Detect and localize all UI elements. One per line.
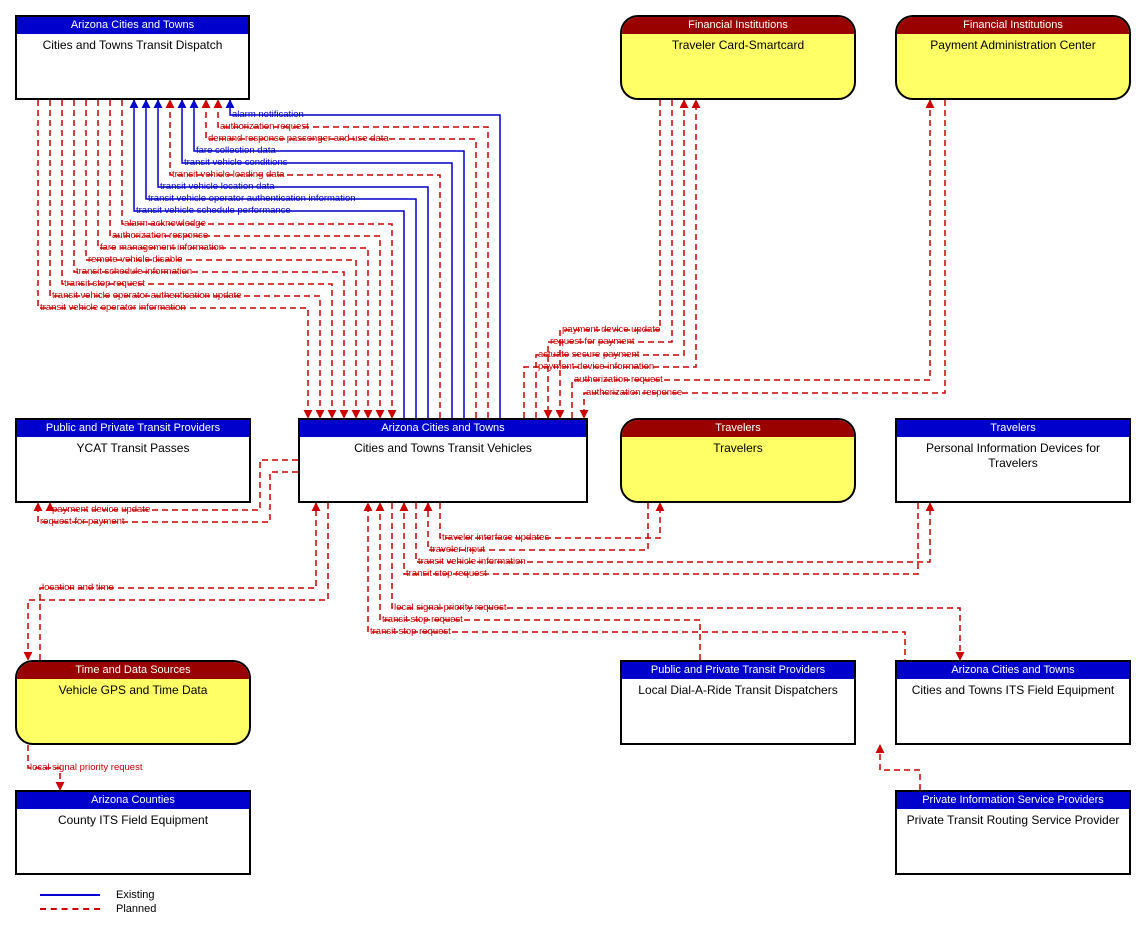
flow-label: transit stop request [370,627,451,637]
flow-label: fare management information [100,243,224,253]
legend-line-existing [40,894,100,896]
node-dialride[interactable]: Public and Private Transit Providers Loc… [620,660,856,745]
node-body: YCAT Transit Passes [17,437,249,459]
flow-label: transit stop request [406,569,487,579]
node-header: Arizona Cities and Towns [17,17,248,34]
legend-line-planned [40,908,100,910]
flow-label: alarm notification [232,110,304,120]
flow-label: request for payment [550,337,635,347]
node-gps[interactable]: Time and Data Sources Vehicle GPS and Ti… [15,660,251,745]
flow-label: payment device information [538,362,654,372]
flow-label: transit vehicle operator information [40,303,186,313]
legend-label: Existing [116,889,155,901]
flow-label: local signal priority request [394,603,506,613]
flow-label: authorization request [574,375,663,385]
node-header: Financial Institutions [897,17,1129,34]
flow-label: demand response passenger and use data [208,134,389,144]
node-body: Private Transit Routing Service Provider [897,809,1129,831]
flow-label: transit stop request [382,615,463,625]
node-header: Public and Private Transit Providers [622,662,854,679]
legend-planned: Planned [40,903,156,915]
flow-label: transit vehicle conditions [184,158,288,168]
node-header: Time and Data Sources [17,662,249,679]
flow-label: transit schedule information [76,267,192,277]
node-smartcard[interactable]: Financial Institutions Traveler Card-Sma… [620,15,856,100]
flow-label: transit vehicle operator authentication … [148,194,356,204]
node-body: Local Dial-A-Ride Transit Dispatchers [622,679,854,701]
legend: Existing Planned [40,889,156,917]
flow-label: traveler interface updates [442,533,549,543]
flow-label: authorization response [112,231,208,241]
flow-label: alarm acknowledge [124,219,206,229]
node-header: Travelers [622,420,854,437]
flow-label: traveler input [430,545,485,555]
node-body: County ITS Field Equipment [17,809,249,831]
flow-label: authorization response [586,388,682,398]
flow-label: transit vehicle information [418,557,526,567]
flow-label: transit vehicle operator authentication … [52,291,242,301]
node-body: Payment Administration Center [897,34,1129,56]
legend-existing: Existing [40,889,156,901]
node-body: Personal Information Devices for Travele… [897,437,1129,474]
legend-label: Planned [116,903,156,915]
node-dispatch[interactable]: Arizona Cities and Towns Cities and Town… [15,15,250,100]
node-header: Public and Private Transit Providers [17,420,249,437]
flow-label: actuate secure payment [538,350,639,360]
flow-label: fare collection data [196,146,276,156]
flow-label: request for payment [40,517,125,527]
node-header: Arizona Cities and Towns [300,420,586,437]
node-body: Cities and Towns Transit Vehicles [300,437,586,459]
flow-label: remote vehicle disable [88,255,183,265]
node-paycenter[interactable]: Financial Institutions Payment Administr… [895,15,1131,100]
node-header: Arizona Counties [17,792,249,809]
node-ycat[interactable]: Public and Private Transit Providers YCA… [15,418,251,503]
flow-label: transit vehicle schedule performance [136,206,291,216]
node-body: Vehicle GPS and Time Data [17,679,249,701]
flow-label: transit stop request [64,279,145,289]
flow-label: local signal priority request [30,763,142,773]
flow-label: transit vehicle location data [160,182,275,192]
node-pid[interactable]: Travelers Personal Information Devices f… [895,418,1131,503]
node-header: Arizona Cities and Towns [897,662,1129,679]
node-body: Traveler Card-Smartcard [622,34,854,56]
flow-label: payment device update [52,505,150,515]
node-body: Cities and Towns ITS Field Equipment [897,679,1129,701]
node-travelers[interactable]: Travelers Travelers [620,418,856,503]
node-private-routing[interactable]: Private Information Service Providers Pr… [895,790,1131,875]
node-header: Financial Institutions [622,17,854,34]
node-its-county[interactable]: Arizona Counties County ITS Field Equipm… [15,790,251,875]
node-header: Private Information Service Providers [897,792,1129,809]
node-its-city[interactable]: Arizona Cities and Towns Cities and Town… [895,660,1131,745]
flow-label: payment device update [562,325,660,335]
node-body: Cities and Towns Transit Dispatch [17,34,248,56]
node-header: Travelers [897,420,1129,437]
flow-label: transit vehicle loading data [172,170,285,180]
flow-label: authorization request [220,122,309,132]
node-vehicles[interactable]: Arizona Cities and Towns Cities and Town… [298,418,588,503]
flow-label: location and time [42,583,114,593]
node-body: Travelers [622,437,854,459]
